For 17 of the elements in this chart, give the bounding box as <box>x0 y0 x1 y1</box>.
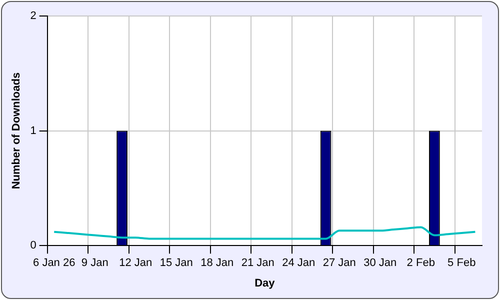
x-tick-label: 27 Jan <box>322 257 356 270</box>
line-series <box>53 226 476 240</box>
x-tick-label: 5 Feb <box>448 257 476 270</box>
x-tick-label: 6 Jan 26 <box>33 257 76 270</box>
y-tick-label: 0 <box>30 240 36 252</box>
x-tick-label: 15 Jan <box>160 257 193 270</box>
x-tick-label: 12 Jan <box>119 257 152 270</box>
y-tick-label: 2 <box>30 10 36 22</box>
x-tick-label: 2 Feb <box>406 257 435 270</box>
x-tick-label: 24 Jan <box>282 257 316 270</box>
x-axis-title: Day <box>254 277 276 290</box>
x-tick-label: 9 Jan <box>81 257 108 270</box>
x-tick-label: 18 Jan <box>200 257 234 270</box>
x-tick-label: 30 Jan <box>364 257 397 270</box>
y-axis-title: Number of Downloads <box>10 72 23 190</box>
x-tick-label: 21 Jan <box>241 257 274 270</box>
y-tick-label: 1 <box>30 124 36 137</box>
